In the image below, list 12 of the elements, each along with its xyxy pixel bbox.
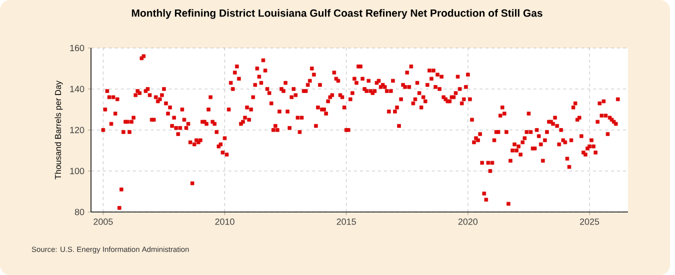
- y-tick-label: 100: [70, 168, 84, 174]
- x-tick-label: 2025: [580, 218, 600, 225]
- y-tick-label: 120: [70, 126, 84, 134]
- chart-title: Monthly Refining District Louisiana Gulf Coast Refinery Net Production of Still Gas: [132, 9, 542, 19]
- y-tick-label: 160: [70, 44, 84, 52]
- y-tick-label: 80: [74, 208, 84, 216]
- x-tick-label: 2010: [215, 218, 234, 225]
- y-axis-title: Thousand Barrels per Day: [54, 80, 63, 180]
- x-tick-label: 2005: [94, 218, 113, 225]
- x-tick-label: 2020: [458, 218, 478, 225]
- x-tick-label: 2015: [336, 218, 356, 225]
- y-tick-label: 140: [70, 86, 84, 92]
